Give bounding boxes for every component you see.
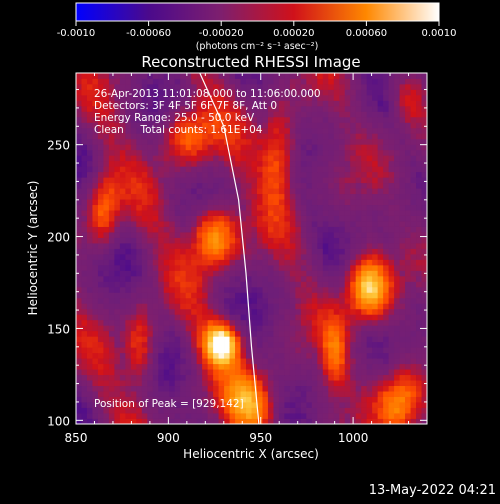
y-tick-label: 150 <box>47 322 70 336</box>
y-axis-label: Heliocentric Y (arcsec) <box>26 181 40 316</box>
y-tick-label: 200 <box>47 231 70 245</box>
axis-ticks: 850 900 950 1000 100 150 200 250 <box>47 73 428 445</box>
info-time-range: 26-Apr-2013 11:01:08.000 to 11:06:00.000 <box>94 88 321 100</box>
plot-timestamp: 13-May-2022 04:21 <box>369 483 496 498</box>
colorbar-bar <box>75 2 440 22</box>
info-detectors: Detectors: 3F 4F 5F 6F 7F 8F, Att 0 <box>94 100 277 112</box>
y-tick-label: 100 <box>47 414 70 428</box>
peak-position-label: Position of Peak = [929,142] <box>94 398 244 410</box>
x-tick-label: 850 <box>65 431 88 445</box>
observation-info: 26-Apr-2013 11:01:08.000 to 11:06:00.000… <box>94 88 321 410</box>
info-clean-counts: Clean Total counts: 1.61E+04 <box>94 124 263 136</box>
colorbar-tick-label: 0.0010 <box>422 28 457 39</box>
x-tick-label: 1000 <box>338 431 369 445</box>
x-tick-label: 900 <box>157 431 180 445</box>
colorbar: -0.0010 -0.00060 -0.00020 0.00020 0.00060 0.0… <box>57 2 457 52</box>
x-tick-label: 950 <box>249 431 272 445</box>
solar-limb-line <box>199 73 260 424</box>
info-energy-range: Energy Range: 25.0 - 50.0 keV <box>94 112 255 124</box>
colorbar-ticks: -0.0010 -0.00060 -0.00020 0.00020 0.00060 0.0… <box>57 21 457 39</box>
colorbar-tick-label: -0.00020 <box>199 28 244 39</box>
colorbar-tick-label: 0.00060 <box>346 28 387 39</box>
y-tick-label: 250 <box>47 139 70 153</box>
colorbar-tick-label: -0.0010 <box>57 28 96 39</box>
x-axis-label: Heliocentric X (arcsec) <box>183 447 319 461</box>
colorbar-unit-label: (photons cm⁻² s⁻¹ asec⁻²) <box>196 41 319 52</box>
colorbar-tick-label: -0.00060 <box>126 28 171 39</box>
plot-frame <box>75 72 428 425</box>
colorbar-tick-label: 0.00020 <box>273 28 314 39</box>
chart-title: Reconstructed RHESSI Image <box>141 53 360 71</box>
heatmap-image <box>76 73 427 424</box>
